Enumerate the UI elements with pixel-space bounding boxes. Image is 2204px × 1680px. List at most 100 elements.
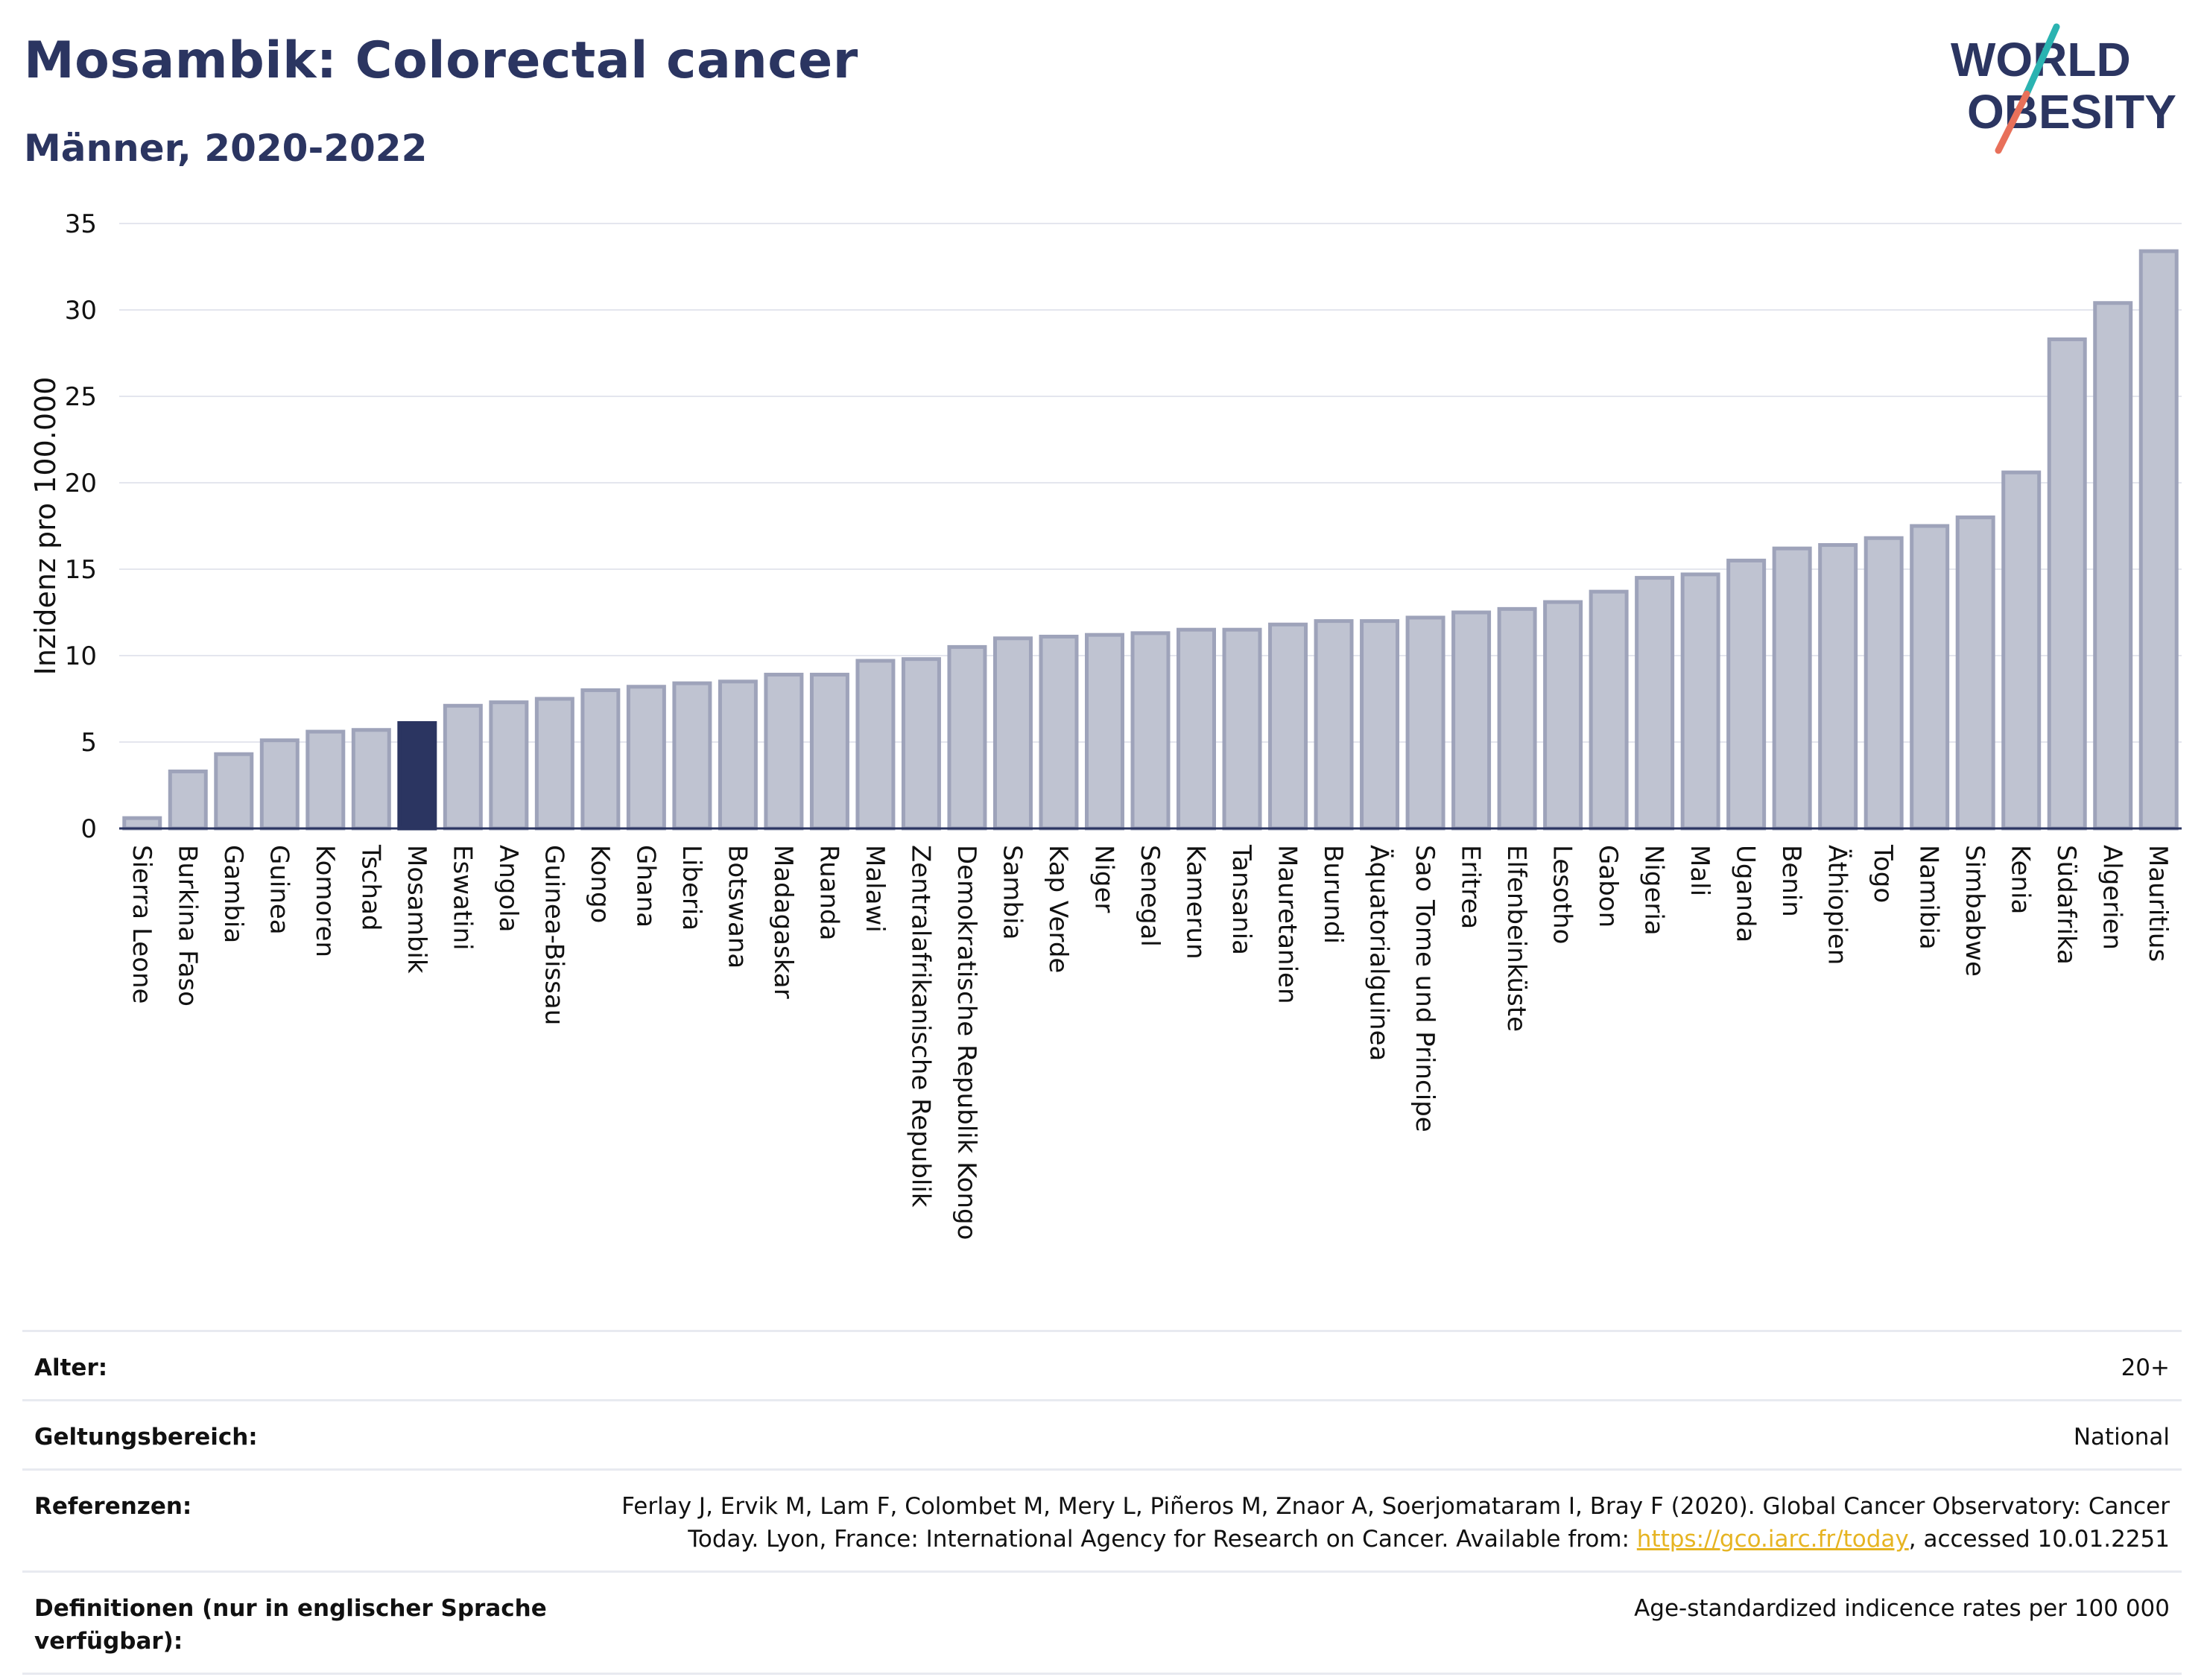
x-tick-label: Tansania	[1226, 844, 1256, 955]
info-value: 20+	[2121, 1354, 2170, 1381]
x-tick-label: Guinea	[264, 845, 294, 935]
x-tick-label: Südafrika	[2051, 845, 2081, 965]
x-tick-label: Algerien	[2097, 845, 2127, 950]
y-tick-label: 35	[65, 209, 97, 239]
page-subtitle: Männer, 2020-2022	[24, 127, 428, 170]
y-tick-label: 20	[65, 469, 97, 498]
x-tick-label: Äquatorialguinea	[1364, 845, 1394, 1061]
bar	[764, 673, 804, 831]
x-tick-label: Simbabwe	[1960, 845, 1989, 977]
x-tick-label: Togo	[1868, 844, 1898, 903]
x-tick-label: Kap Verde	[1043, 845, 1073, 973]
x-tick-label: Namibia	[1914, 845, 1944, 950]
info-table: Alter: 20+ Geltungsbereich: National Ref…	[22, 1330, 2182, 1675]
info-label: Referenzen:	[34, 1493, 192, 1520]
bar	[2138, 249, 2179, 831]
bar	[259, 738, 300, 831]
bar	[1177, 627, 1217, 831]
bar	[2047, 337, 2087, 831]
reference-link[interactable]: https://gco.iarc.fr/today	[1636, 1526, 1909, 1553]
bar	[1910, 524, 1950, 831]
info-value: National	[2073, 1424, 2170, 1451]
bar	[1680, 572, 1720, 831]
reference-line-1: Ferlay J, Ervik M, Lam F, Colombet M, Me…	[621, 1493, 2170, 1520]
x-tick-label: Nigeria	[1639, 845, 1669, 936]
x-tick-label: Sao Tome und Principe	[1410, 845, 1440, 1132]
bar	[168, 769, 208, 831]
x-tick-label: Ruanda	[814, 845, 843, 940]
x-tick-label: Tschad	[355, 844, 385, 931]
bar	[2001, 470, 2042, 831]
y-tick-label: 15	[65, 555, 97, 585]
x-tick-label: Guinea-Bissau	[539, 845, 569, 1025]
bar	[443, 703, 483, 831]
bar	[397, 720, 437, 831]
bar	[1222, 627, 1262, 831]
world-obesity-logo: WORLD OBESITY	[1951, 23, 2176, 154]
bar	[1268, 622, 1308, 831]
reference-text: Today. Lyon, France: International Agenc…	[688, 1526, 1637, 1553]
x-tick-label: Mali	[1685, 845, 1714, 896]
x-tick-label: Senegal	[1135, 845, 1165, 947]
info-value: Age-standardized indicence rates per 100…	[1634, 1595, 2170, 1622]
x-tick-label: Kenia	[2006, 845, 2036, 914]
x-tick-label: Äthiopien	[1823, 845, 1852, 965]
x-tick-label: Burundi	[1318, 845, 1348, 944]
bar	[1360, 619, 1400, 831]
y-tick-label: 30	[65, 296, 97, 326]
y-tick-label: 10	[65, 641, 97, 671]
reference-accessed: , accessed 10.01.2251	[1908, 1526, 2170, 1553]
bar	[1039, 634, 1079, 831]
info-value: Ferlay J, Ervik M, Lam F, Colombet M, Me…	[556, 1490, 2170, 1556]
x-tick-label: Uganda	[1731, 845, 1761, 942]
bar	[122, 816, 162, 831]
x-tick-label: Demokratische Republik Kongo	[951, 845, 981, 1240]
bar	[901, 657, 941, 831]
y-tick-label: 5	[80, 728, 97, 758]
x-tick-label: Lesotho	[1548, 845, 1577, 944]
bar	[1726, 558, 1767, 831]
x-tick-label: Angola	[493, 845, 523, 932]
y-tick-label: 0	[80, 814, 97, 844]
logo-text-obesity: OBESITY	[1967, 85, 2176, 139]
x-tick-label: Zentralafrikanische Republik	[905, 845, 935, 1208]
bar	[351, 728, 391, 831]
logo-slash-teal	[2021, 23, 2060, 101]
x-tick-label: Komoren	[310, 845, 340, 957]
bar	[626, 685, 666, 831]
bar	[1635, 576, 1675, 831]
bar	[305, 729, 346, 831]
bar	[1772, 546, 1812, 831]
x-tick-label: Mauritius	[2143, 845, 2173, 962]
x-tick-label: Sambia	[997, 845, 1027, 939]
bar	[1818, 543, 1858, 831]
x-tick-label: Botswana	[722, 845, 752, 969]
info-row-definitions: Definitionen (nur in englischer Sprache …	[22, 1570, 2182, 1675]
bar	[534, 697, 574, 831]
info-row-scope: Geltungsbereich: National	[22, 1399, 2182, 1468]
bar	[489, 700, 529, 831]
bar	[1955, 515, 1995, 831]
x-tick-label: Burkina Faso	[172, 845, 202, 1007]
info-label: Alter:	[34, 1354, 108, 1381]
bar	[1405, 615, 1445, 831]
x-tick-label: Mauretanien	[1273, 845, 1302, 1004]
x-tick-label: Benin	[1776, 845, 1806, 917]
bar	[214, 752, 254, 831]
info-row-age: Alter: 20+	[22, 1330, 2182, 1399]
x-tick-label: Eritrea	[1456, 845, 1486, 929]
bar	[2093, 301, 2133, 831]
bar	[580, 688, 621, 831]
y-tick-label: 25	[65, 382, 97, 412]
x-tick-label: Kongo	[585, 845, 615, 923]
x-tick-label: Mosambik	[402, 845, 431, 974]
x-tick-label: Gabon	[1593, 845, 1623, 928]
bar	[809, 673, 849, 831]
bar	[1084, 633, 1124, 831]
x-tick-label: Eswatini	[447, 845, 477, 951]
reference-line-2: Today. Lyon, France: International Agenc…	[556, 1523, 2170, 1556]
bar	[718, 679, 758, 831]
bar	[1130, 631, 1171, 831]
info-row-references: Referenzen: Ferlay J, Ervik M, Lam F, Co…	[22, 1468, 2182, 1570]
bar	[855, 659, 896, 831]
